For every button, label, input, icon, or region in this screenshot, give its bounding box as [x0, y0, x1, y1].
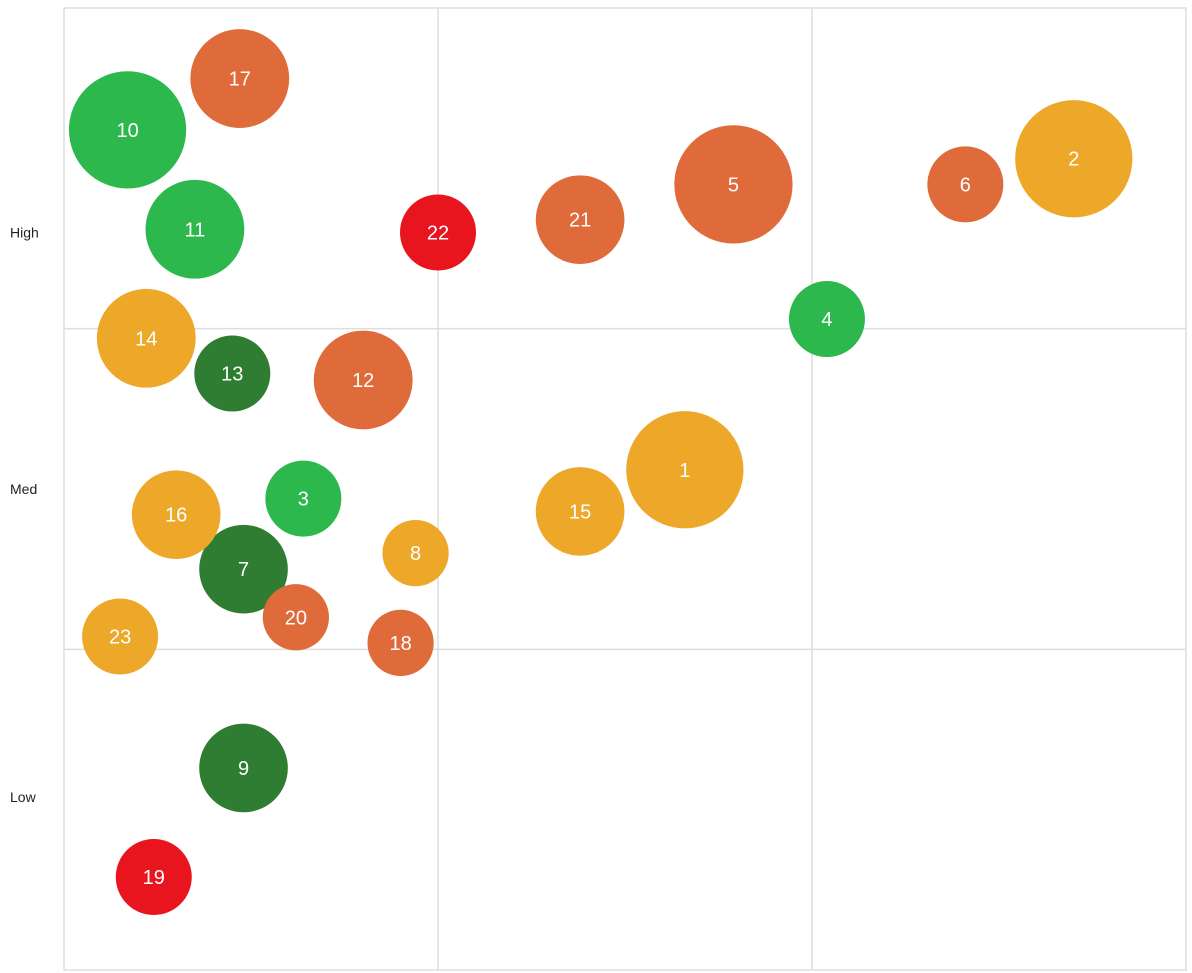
y-tick-label: High [10, 224, 39, 240]
bubble-label-6: 6 [960, 174, 971, 196]
y-axis-labels: High Med Low [10, 224, 39, 804]
bubble-label-5: 5 [728, 174, 739, 196]
y-tick-label: Med [10, 481, 37, 497]
bubble-label-14: 14 [135, 328, 157, 350]
bubble-label-1: 1 [679, 460, 690, 482]
bubble-label-10: 10 [116, 120, 138, 142]
bubble-label-8: 8 [410, 543, 421, 565]
bubble-label-12: 12 [352, 370, 374, 392]
bubble-label-3: 3 [298, 489, 309, 511]
bubble-label-9: 9 [238, 758, 249, 780]
bubble-label-22: 22 [427, 222, 449, 244]
bubble-label-19: 19 [143, 867, 165, 889]
bubble-label-18: 18 [389, 633, 411, 655]
bubble-label-17: 17 [229, 69, 251, 91]
y-tick-label: Low [10, 789, 37, 805]
bubble-label-23: 23 [109, 627, 131, 649]
bubble-label-21: 21 [569, 210, 591, 232]
bubble-label-20: 20 [285, 607, 307, 629]
bubble-label-2: 2 [1068, 149, 1079, 171]
bubble-label-11: 11 [185, 219, 206, 241]
bubble-label-13: 13 [221, 364, 243, 386]
bubble-label-4: 4 [821, 309, 832, 331]
bubble-label-7: 7 [238, 559, 249, 581]
bubble-label-15: 15 [569, 501, 591, 523]
bubble-label-16: 16 [165, 505, 187, 527]
